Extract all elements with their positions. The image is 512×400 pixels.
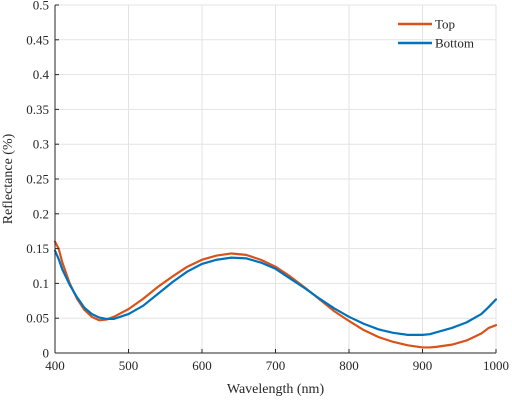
x-tick-label-6: 1000	[483, 358, 509, 373]
series-line-top	[53, 240, 498, 349]
y-tick-labels: 0 0.05 0.1 0.15 0.2 0.25 0.3 0.35 0.4 0.45 0.5	[26, 0, 49, 361]
y-tick-label-6: 0.3	[33, 137, 49, 152]
y-axis-label: Reflectance (%)	[1, 133, 16, 224]
x-tick-labels: 400 500 600 700 800 900 1000	[45, 358, 509, 373]
y-tick-label-2: 0.1	[33, 276, 49, 291]
legend-label-top: Top	[435, 17, 455, 32]
x-tick-label-3: 700	[266, 358, 286, 373]
y-tick-label-3: 0.15	[26, 241, 49, 256]
legend-label-bottom: Bottom	[435, 36, 474, 51]
y-tick-label-10: 0.5	[33, 0, 49, 13]
x-tick-label-1: 500	[119, 358, 139, 373]
series-line-bottom	[53, 249, 498, 336]
x-tick-label-5: 900	[413, 358, 433, 373]
y-tick-label-1: 0.05	[26, 311, 49, 326]
x-tick-label-0: 400	[45, 358, 65, 373]
axes	[54, 4, 497, 354]
y-tick-label-0: 0	[43, 346, 50, 361]
y-tick-label-4: 0.2	[33, 206, 49, 221]
x-tick-label-4: 800	[339, 358, 359, 373]
y-tick-label-7: 0.35	[26, 102, 49, 117]
y-tick-label-8: 0.4	[33, 67, 50, 82]
series-lines	[53, 240, 498, 349]
y-tick-label-5: 0.25	[26, 172, 49, 187]
grid-lines	[54, 4, 497, 354]
x-tick-label-2: 600	[192, 358, 212, 373]
legend: Top Bottom	[398, 17, 474, 51]
y-tick-label-9: 0.45	[26, 32, 49, 47]
x-axis-label: Wavelength (nm)	[227, 382, 325, 397]
